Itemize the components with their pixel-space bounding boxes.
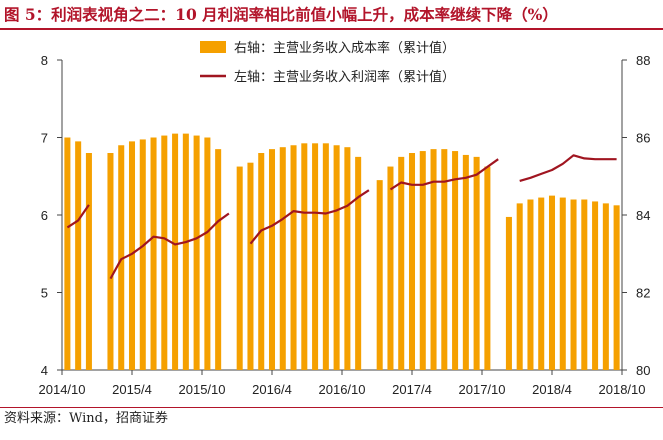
bar — [128, 141, 136, 370]
cost-rate-bars — [64, 133, 620, 370]
bar — [150, 137, 157, 370]
left-tick-label: 8 — [41, 53, 48, 68]
bar — [333, 145, 340, 370]
bar — [139, 139, 146, 370]
source-note: 资料来源：Wind，招商证券 — [4, 411, 168, 426]
left-tick-label: 7 — [41, 131, 48, 146]
legend-line-label: 左轴：主营业务收入利润率（累计值） — [234, 69, 455, 85]
bar — [559, 197, 566, 370]
left-tick-label: 6 — [41, 208, 48, 223]
left-tick-label: 4 — [41, 363, 48, 378]
bar — [107, 153, 114, 370]
bar — [602, 203, 609, 370]
bar — [204, 137, 211, 370]
bar — [548, 195, 556, 370]
bar — [441, 149, 448, 370]
bar — [236, 166, 243, 370]
bar — [570, 199, 577, 370]
profit-rate-line-segment — [519, 154, 617, 182]
bar — [118, 145, 125, 370]
x-tick-label: 2017/10 — [459, 382, 506, 397]
right-tick-label: 88 — [636, 53, 650, 68]
left-tick-label: 5 — [41, 286, 48, 301]
bar — [484, 166, 491, 370]
bar — [64, 137, 71, 370]
bar — [301, 143, 308, 370]
x-tick-label: 2014/10 — [39, 382, 86, 397]
bar — [322, 143, 329, 370]
profit-rate-line-segment — [249, 189, 370, 245]
bar — [355, 156, 362, 370]
x-tick-label: 2016/4 — [252, 382, 292, 397]
right-tick-label: 86 — [636, 131, 650, 146]
bar — [516, 203, 523, 370]
bar — [312, 143, 319, 370]
right-tick-label: 84 — [636, 208, 650, 223]
title-divider — [0, 28, 663, 30]
bar — [279, 147, 286, 370]
x-tick-label: 2015/4 — [112, 382, 152, 397]
bar — [527, 199, 534, 370]
profit-rate-line-segment — [389, 158, 499, 191]
x-tick-label: 2018/4 — [532, 382, 572, 397]
x-tick-label: 2016/10 — [319, 382, 366, 397]
bar — [387, 166, 394, 370]
footer-divider — [0, 407, 663, 408]
bar — [613, 205, 620, 370]
bar — [290, 145, 297, 370]
bar — [581, 199, 588, 370]
bar — [215, 149, 222, 370]
bar — [398, 156, 405, 370]
bar — [258, 153, 265, 370]
bar — [473, 156, 480, 370]
bar — [75, 141, 82, 370]
bar — [408, 153, 416, 370]
x-tick-label: 2015/10 — [179, 382, 226, 397]
x-tick-label: 2017/4 — [392, 382, 432, 397]
bar — [505, 216, 512, 370]
profit-rate-line-segment — [66, 204, 90, 229]
bar — [462, 154, 469, 370]
bar — [182, 133, 189, 370]
bar — [247, 162, 254, 370]
bar — [161, 135, 168, 370]
bar — [452, 151, 459, 370]
right-tick-label: 80 — [636, 363, 650, 378]
profit-rate-line — [66, 154, 617, 280]
x-tick-label: 2018/10 — [599, 382, 646, 397]
legend-bar-swatch — [200, 41, 226, 53]
bar — [538, 197, 545, 370]
bar — [592, 201, 599, 370]
bar — [419, 151, 426, 370]
bar — [193, 135, 200, 370]
bar — [344, 147, 351, 370]
chart-title: 图 5：利润表视角之二：10 月利润率相比前值小幅上升，成本率继续下降（%） — [4, 5, 558, 24]
bar — [172, 133, 179, 370]
profit-rate-line-segment — [109, 212, 230, 280]
bar — [430, 149, 437, 370]
bar — [268, 149, 276, 370]
bar — [376, 180, 383, 370]
bar — [85, 153, 92, 370]
right-tick-label: 82 — [636, 286, 650, 301]
legend: 右轴：主营业务收入成本率（累计值） 左轴：主营业务收入利润率（累计值） — [200, 40, 455, 85]
legend-bar-label: 右轴：主营业务收入成本率（累计值） — [234, 40, 455, 56]
